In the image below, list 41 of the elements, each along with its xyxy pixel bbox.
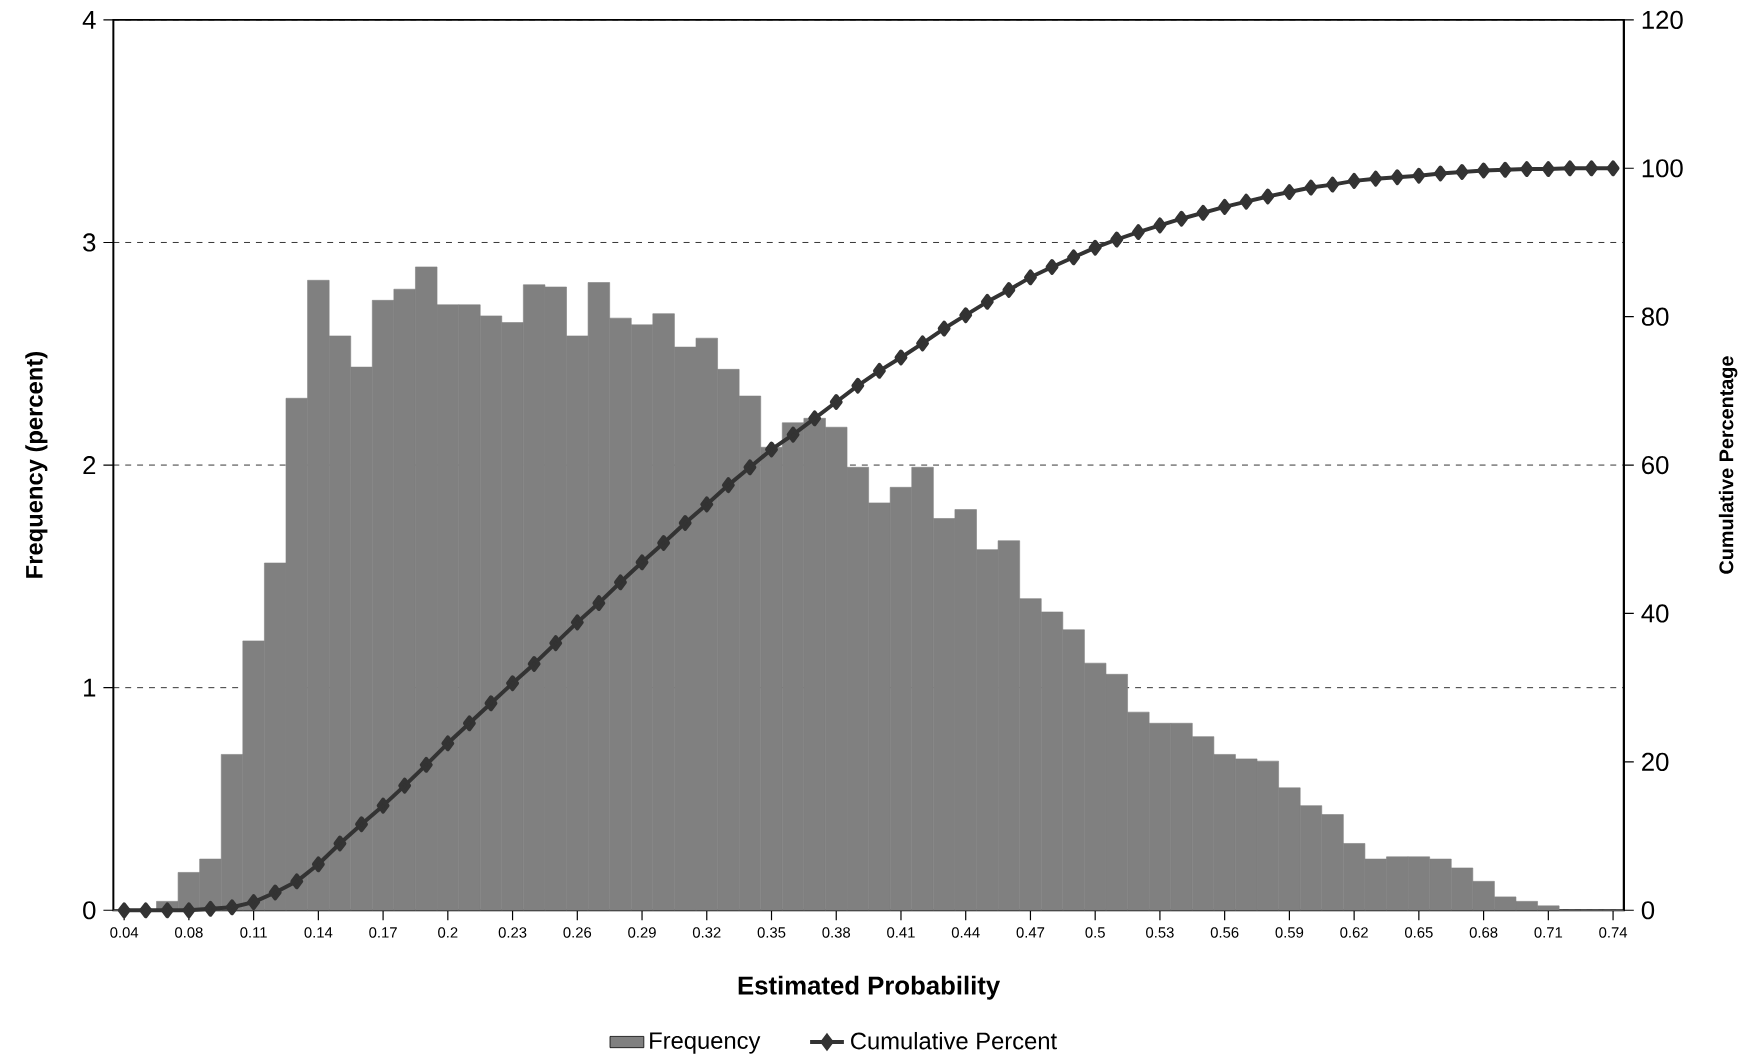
x-tick-label: 0.29 (628, 927, 656, 938)
x-tick-label: 0.47 (1016, 927, 1045, 938)
y2-tick-label: 80 (1641, 307, 1669, 326)
y2-tick-label: 20 (1642, 752, 1669, 771)
x-tick-label: 0.62 (1340, 927, 1368, 938)
x-tick-label: 0.53 (1146, 927, 1174, 938)
y-tick-label: 3 (83, 233, 96, 252)
x-tick-label: 0.26 (563, 927, 592, 938)
x-tick-label: 0.44 (951, 927, 980, 938)
y2-axis-title: Cumulative Percentage (1718, 356, 1738, 574)
x-tick-label: 0.68 (1469, 927, 1498, 938)
x-tick-label: 0.11 (240, 927, 267, 938)
x-tick-label: 0.17 (369, 927, 397, 938)
legend-label: Cumulative Percent (851, 1031, 1057, 1050)
x-tick-label: 0.08 (175, 927, 203, 938)
x-tick-label: 0.41 (887, 927, 915, 938)
y-tick-label: 2 (83, 455, 96, 474)
y2-tick-label: 0 (1641, 900, 1655, 920)
y-axis-title: Frequency (percent) (25, 351, 48, 578)
legend-label: Frequency (650, 1032, 761, 1054)
y2-tick-label: 100 (1642, 158, 1683, 178)
x-tick-label: 0.5 (1085, 927, 1105, 938)
x-tick-label: 0.2 (438, 927, 458, 938)
y-tick-label: 1 (84, 678, 96, 697)
y2-tick-label: 60 (1642, 455, 1669, 475)
x-tick-label: 0.23 (498, 927, 527, 938)
x-axis-title: Estimated Probability (738, 975, 1001, 1000)
y-tick-label: 0 (83, 900, 96, 920)
x-tick-label: 0.35 (757, 927, 786, 938)
y2-tick-label: 40 (1641, 604, 1669, 623)
x-tick-label: 0.14 (304, 927, 333, 938)
x-tick-label: 0.71 (1534, 927, 1563, 938)
x-tick-label: 0.59 (1275, 927, 1304, 938)
x-tick-label: 0.38 (822, 927, 851, 938)
x-tick-label: 0.56 (1210, 927, 1239, 938)
x-tick-label: 0.74 (1599, 927, 1628, 938)
x-tick-label: 0.32 (692, 927, 721, 938)
y2-tick-label: 120 (1642, 10, 1683, 29)
y-tick-label: 4 (82, 10, 96, 29)
x-tick-label: 0.65 (1405, 927, 1433, 938)
x-tick-label: 0.04 (110, 927, 139, 938)
